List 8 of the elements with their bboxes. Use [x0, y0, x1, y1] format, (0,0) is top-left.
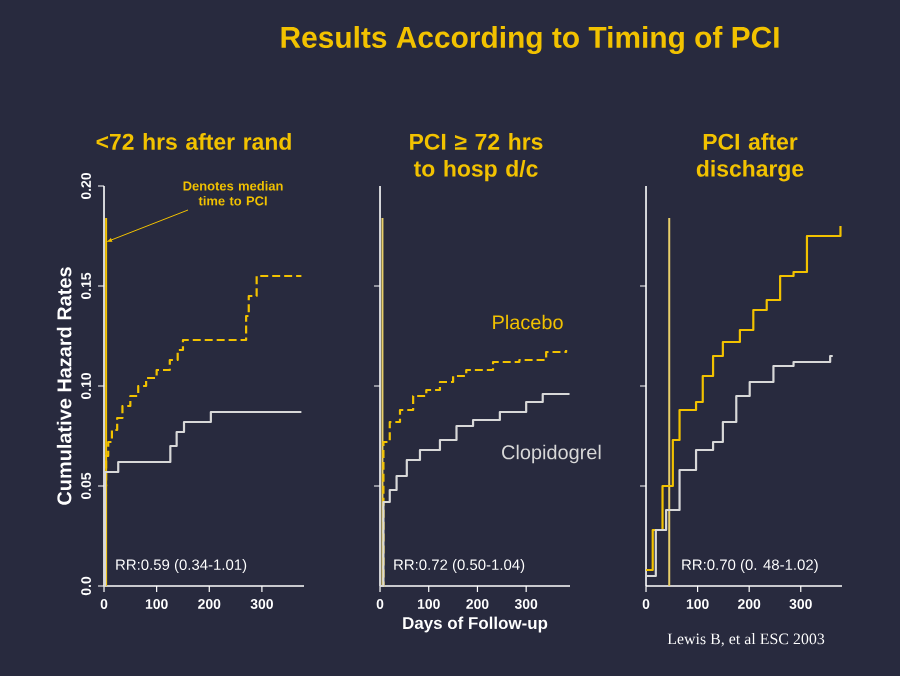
chart-title: PCI ≥ 72 hrs to hosp d/c	[410, 133, 543, 182]
x-axis-title: Days of Follow-up	[403, 616, 548, 633]
text: Results According to Timing of PCI	[281, 26, 779, 54]
chart-title: <72 hrs after rand	[96, 133, 291, 150]
chart-title: PCI after discharge	[696, 133, 804, 182]
y-axis-title: Cumulative Hazard Rates	[56, 267, 72, 505]
series-label: Placebo	[493, 314, 563, 330]
series-label: Clopidogrel	[502, 444, 601, 464]
